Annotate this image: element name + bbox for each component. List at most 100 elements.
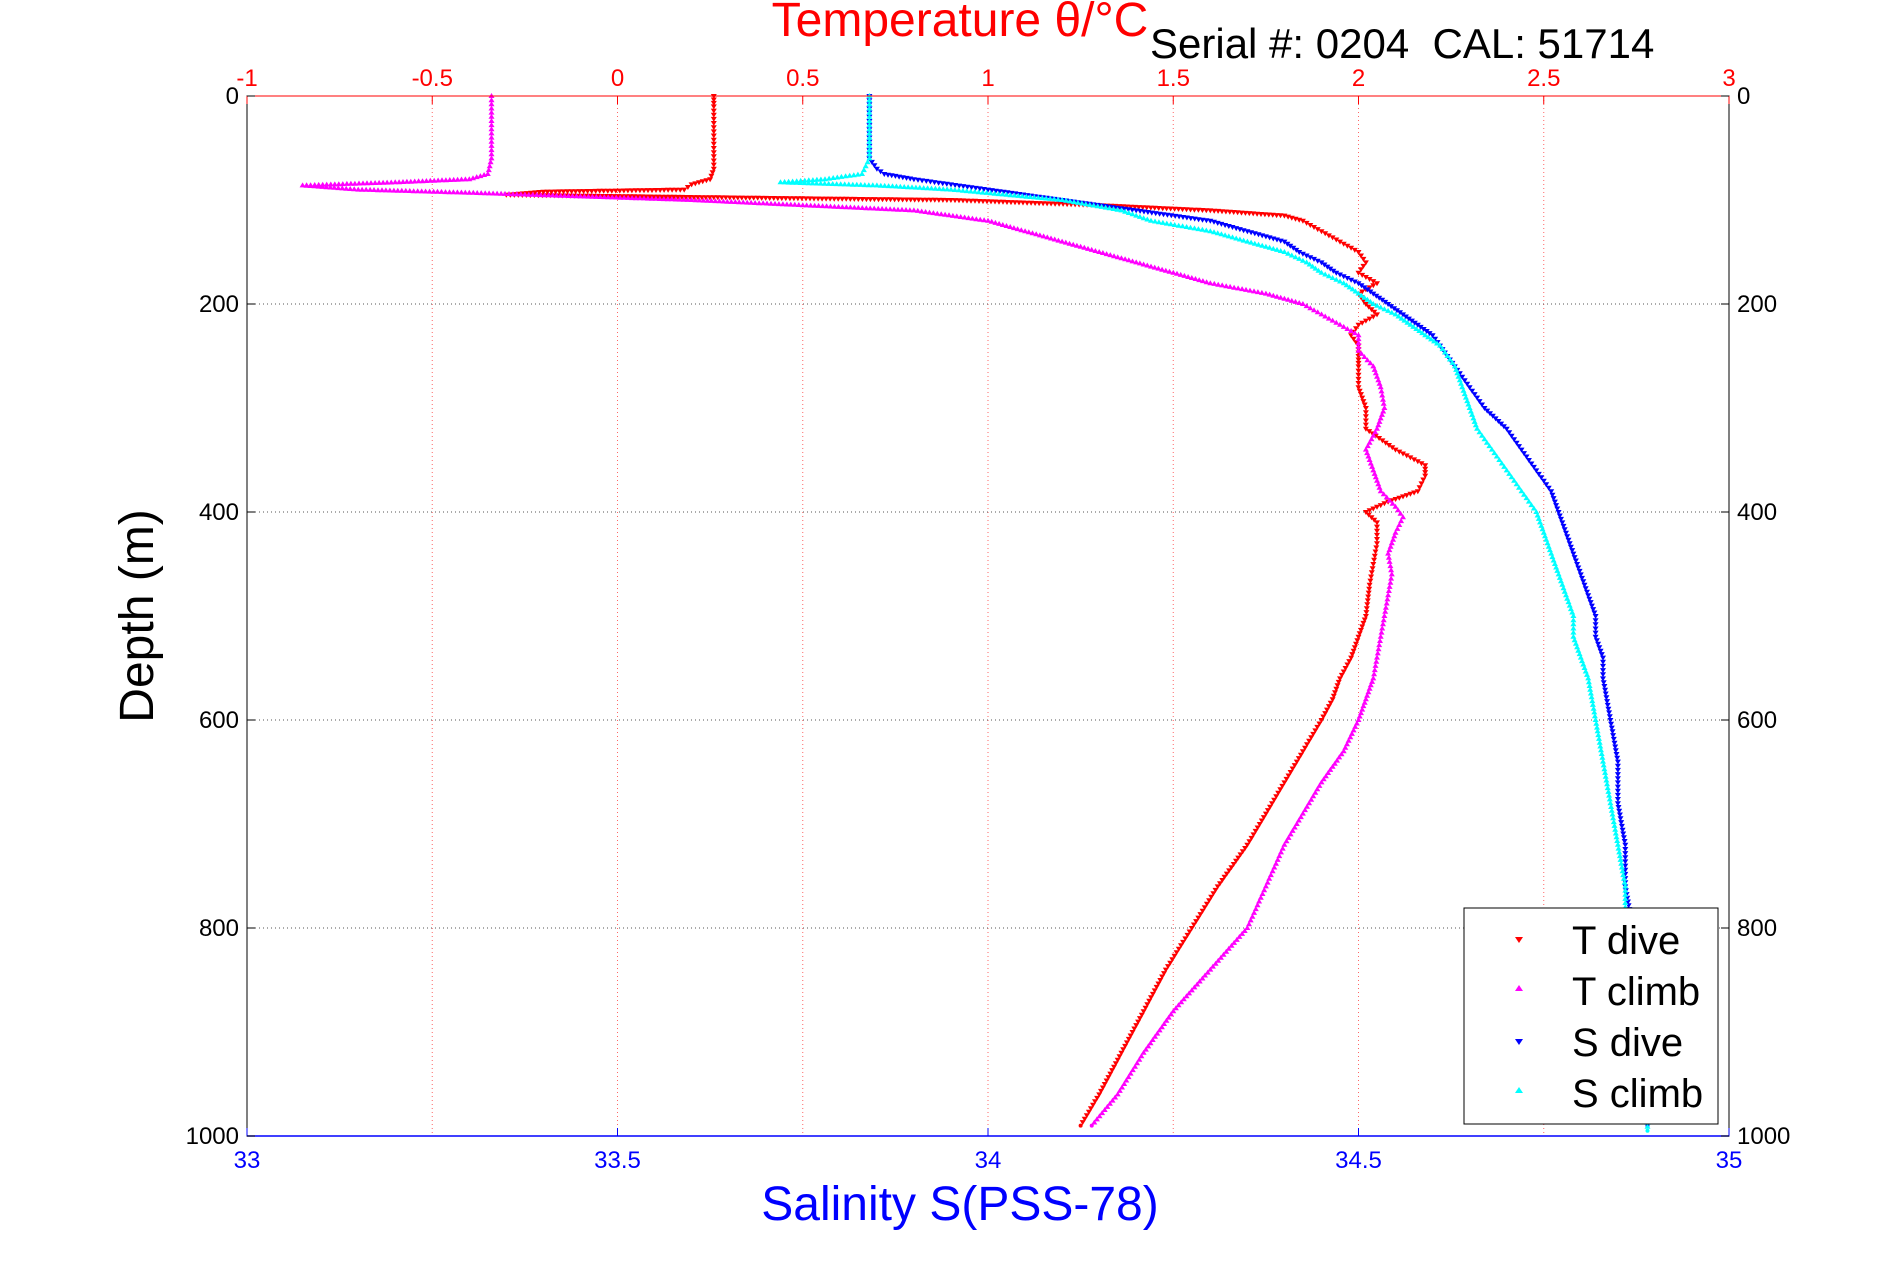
data-point bbox=[1293, 759, 1300, 765]
data-point bbox=[1551, 561, 1558, 566]
data-point bbox=[1127, 1033, 1134, 1039]
data-point bbox=[1432, 336, 1439, 342]
data-point bbox=[1027, 194, 1034, 199]
data-point bbox=[1570, 625, 1577, 631]
data-point bbox=[1094, 1095, 1101, 1101]
data-point bbox=[485, 167, 492, 173]
data-point bbox=[1129, 1030, 1136, 1035]
data-point bbox=[1608, 721, 1615, 727]
data-point bbox=[1285, 250, 1292, 256]
data-point bbox=[1558, 578, 1564, 584]
data-point bbox=[1136, 260, 1143, 266]
data-point bbox=[653, 188, 659, 193]
data-point bbox=[1278, 849, 1284, 855]
data-point bbox=[1022, 228, 1029, 234]
data-point bbox=[1374, 654, 1380, 660]
data-point bbox=[1293, 247, 1300, 253]
data-point bbox=[1163, 220, 1170, 226]
data-point bbox=[1303, 259, 1310, 265]
data-point bbox=[1398, 518, 1405, 524]
data-point bbox=[1471, 418, 1478, 424]
data-point bbox=[1367, 298, 1374, 304]
data-point bbox=[1572, 640, 1579, 646]
data-point bbox=[1545, 485, 1552, 491]
data-point bbox=[859, 205, 866, 210]
data-point bbox=[1114, 1057, 1121, 1063]
data-point bbox=[845, 181, 852, 187]
data-point bbox=[981, 217, 988, 223]
data-point bbox=[1369, 566, 1376, 572]
data-point bbox=[1361, 617, 1368, 623]
data-point bbox=[1040, 201, 1047, 207]
data-point bbox=[947, 198, 954, 203]
data-point bbox=[1183, 993, 1190, 999]
data-point bbox=[1018, 227, 1025, 233]
data-point bbox=[1289, 766, 1296, 772]
data-point bbox=[1370, 291, 1377, 297]
data-point bbox=[1322, 313, 1329, 319]
data-point bbox=[1024, 200, 1031, 206]
data-point bbox=[740, 199, 747, 205]
data-point bbox=[1616, 853, 1623, 859]
data-point bbox=[781, 179, 788, 185]
data-point bbox=[1324, 264, 1331, 270]
data-point bbox=[1359, 706, 1366, 712]
data-point bbox=[1350, 648, 1357, 654]
data-point bbox=[817, 176, 824, 182]
data-point bbox=[488, 126, 495, 132]
data-point bbox=[1228, 942, 1235, 948]
data-point bbox=[1007, 224, 1014, 229]
data-point bbox=[1590, 705, 1597, 711]
data-point bbox=[1262, 883, 1269, 889]
data-point bbox=[1366, 439, 1373, 445]
data-point bbox=[382, 187, 389, 193]
data-point bbox=[1422, 332, 1429, 338]
data-point bbox=[1303, 220, 1310, 226]
data-point bbox=[367, 186, 374, 192]
data-point bbox=[633, 195, 639, 201]
data-point bbox=[866, 113, 873, 119]
data-point bbox=[1315, 267, 1322, 273]
data-point bbox=[1175, 1002, 1182, 1008]
data-point bbox=[1572, 558, 1579, 564]
data-point bbox=[1264, 808, 1271, 814]
data-point bbox=[1342, 666, 1349, 671]
data-point bbox=[815, 202, 822, 208]
data-point bbox=[1267, 872, 1274, 878]
data-point bbox=[920, 185, 927, 191]
data-point bbox=[1615, 805, 1622, 810]
data-point bbox=[999, 222, 1006, 227]
data-point bbox=[770, 196, 777, 201]
data-point bbox=[1135, 1019, 1142, 1025]
legend-item-t-climb: T climb bbox=[1515, 970, 1700, 1014]
data-point bbox=[1365, 453, 1372, 459]
data-point bbox=[1145, 1043, 1152, 1049]
data-point bbox=[1372, 370, 1379, 376]
data-point bbox=[1125, 257, 1132, 263]
data-point bbox=[1373, 658, 1380, 664]
data-point bbox=[488, 147, 495, 153]
data-point bbox=[1612, 826, 1619, 832]
data-point bbox=[1404, 319, 1411, 325]
data-point bbox=[1392, 311, 1399, 317]
data-point bbox=[983, 189, 990, 195]
data-point bbox=[488, 142, 495, 148]
data-point bbox=[1597, 743, 1604, 749]
data-point bbox=[1358, 267, 1364, 273]
data-point bbox=[645, 188, 651, 194]
data-point bbox=[1446, 356, 1453, 362]
data-point bbox=[1474, 425, 1481, 431]
data-point bbox=[1362, 446, 1369, 452]
data-point bbox=[1132, 1063, 1138, 1069]
data-point bbox=[1327, 266, 1334, 272]
data-point bbox=[1379, 411, 1385, 417]
data-point bbox=[1359, 289, 1366, 295]
data-point bbox=[1312, 728, 1319, 734]
data-point bbox=[1355, 357, 1362, 363]
data-point bbox=[1138, 1053, 1145, 1059]
data-point bbox=[1392, 503, 1399, 509]
data-point bbox=[1103, 1078, 1110, 1084]
data-point bbox=[1592, 717, 1599, 722]
data-point bbox=[621, 194, 628, 200]
data-point bbox=[1579, 575, 1585, 581]
